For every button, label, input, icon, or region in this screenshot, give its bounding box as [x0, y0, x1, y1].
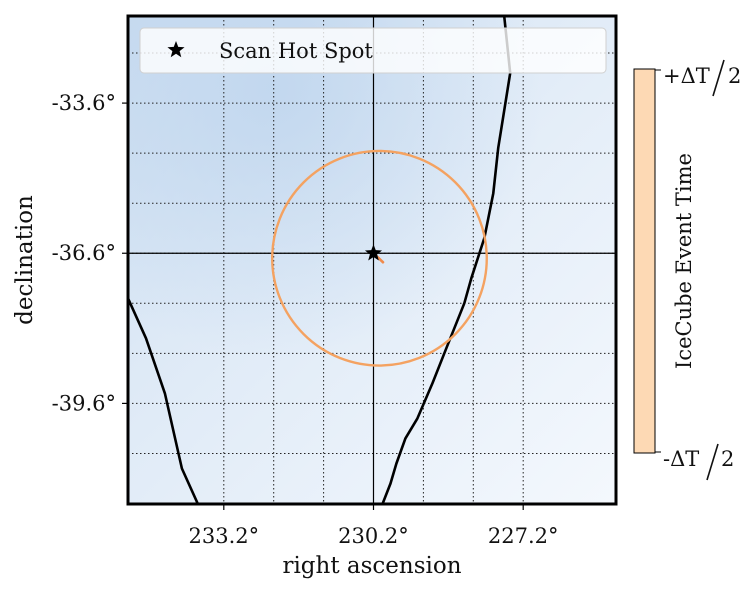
x-axis-ticks: 233.2° 230.2° 227.2°: [188, 504, 559, 548]
colorbar-bottom-denominator: 2: [721, 447, 734, 471]
left-boundary-curve: [128, 297, 200, 504]
plot-frame: [126, 14, 618, 506]
colorbar-top-label: +ΔT 2: [663, 59, 741, 97]
x-tick-label: 227.2°: [488, 524, 559, 548]
x-tick-label: 233.2°: [188, 524, 259, 548]
y-axis-label: declination: [12, 195, 38, 325]
legend: Scan Hot Spot: [139, 27, 607, 74]
hot-spot-layer: [364, 244, 383, 261]
x-tick-label: 230.2°: [338, 524, 409, 548]
colorbar-top-denominator: 2: [728, 64, 741, 88]
y-axis-ticks: -33.6° -36.6° -39.6°: [52, 91, 128, 415]
colorbar-top-delta: +ΔT: [663, 64, 710, 88]
y-tick-label: -36.6°: [52, 241, 116, 265]
x-axis-label: right ascension: [282, 553, 461, 579]
colorbar: +ΔT 2 -ΔT 2 IceCube Event Time: [633, 59, 741, 481]
error-circle: [271, 149, 488, 367]
colorbar-gradient: [633, 68, 656, 454]
sky-curves: [128, 16, 512, 504]
legend-label: Scan Hot Spot: [219, 39, 373, 63]
plot-area: [126, 14, 618, 506]
colorbar-bottom-label: -ΔT 2: [663, 443, 734, 481]
legend-box: [139, 27, 607, 74]
hot-spot-star-marker: [364, 244, 383, 261]
colorbar-bottom-slash: [706, 443, 719, 481]
colorbar-top-slash: [712, 59, 725, 97]
y-tick-label: -33.6°: [52, 91, 116, 115]
legend-star-icon: [167, 41, 185, 58]
galactic-plane-curve: [381, 16, 512, 504]
y-tick-label: -39.6°: [52, 391, 116, 415]
colorbar-bottom-delta: -ΔT: [663, 447, 699, 471]
map-background-glow: [128, 16, 616, 504]
colorbar-label: IceCube Event Time: [672, 153, 696, 369]
